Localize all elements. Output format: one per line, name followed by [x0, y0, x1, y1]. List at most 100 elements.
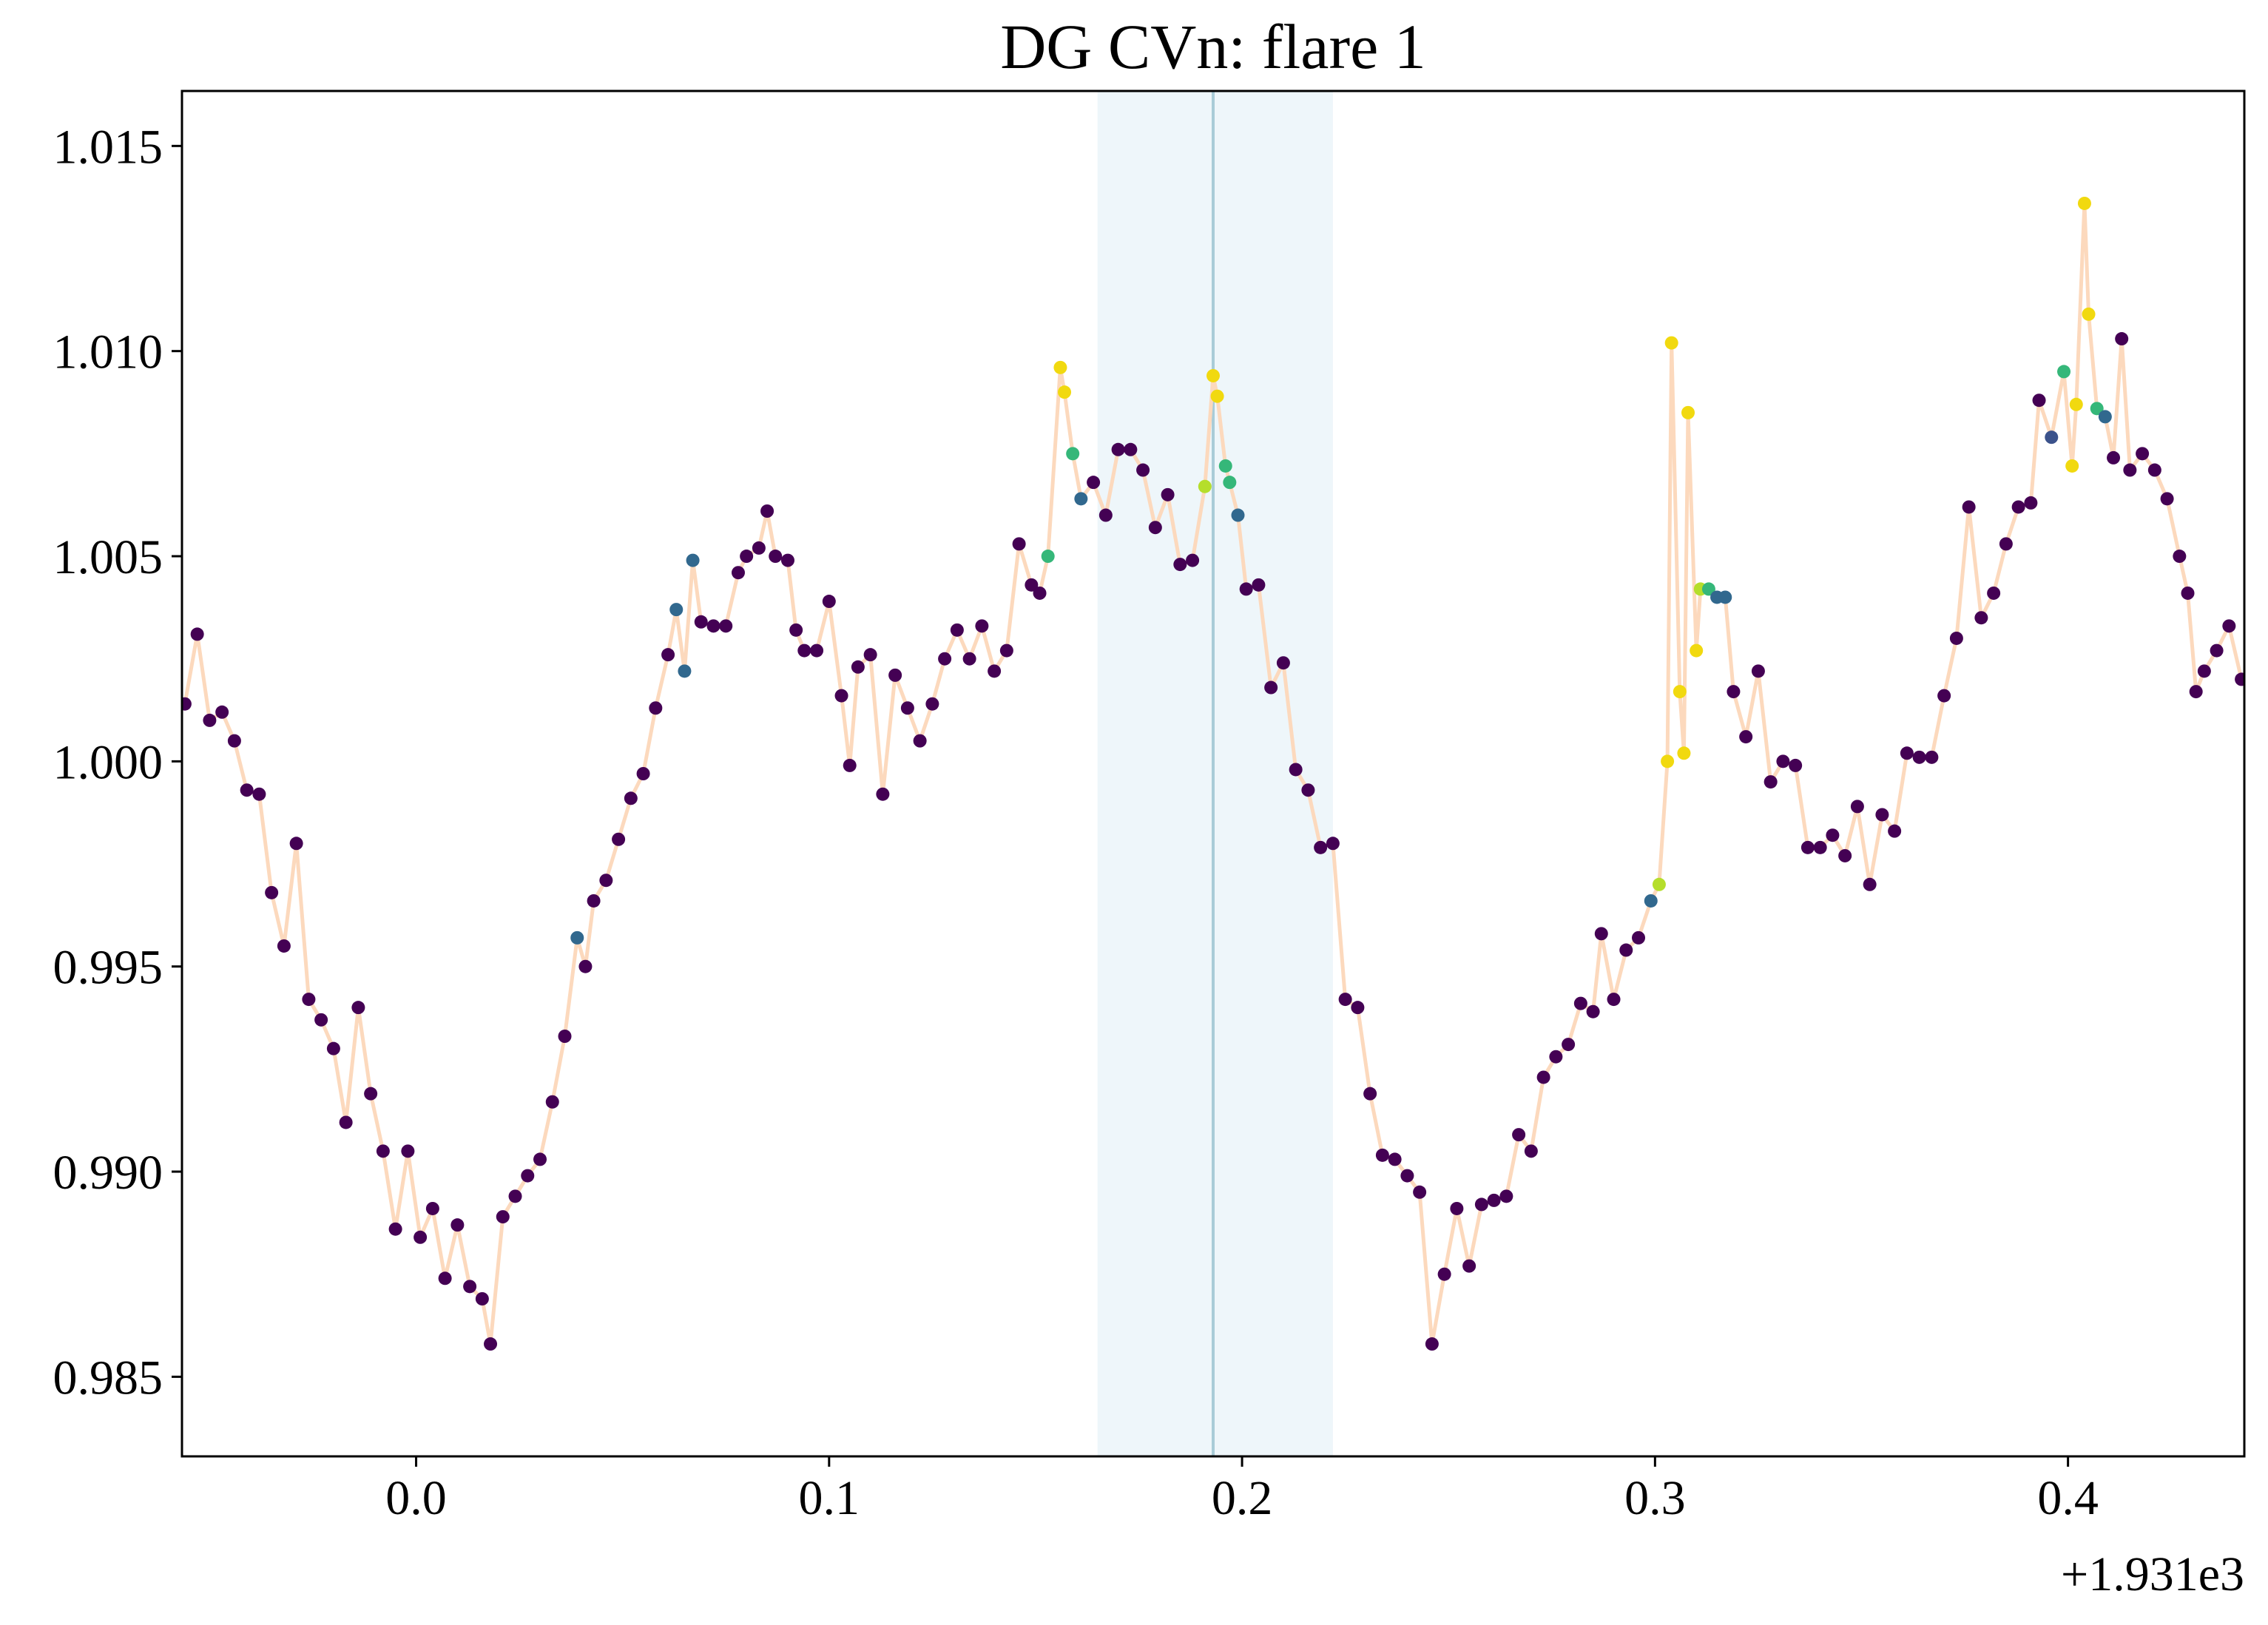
data-point [190, 627, 204, 641]
data-point [2090, 402, 2104, 416]
data-point [1594, 927, 1608, 941]
data-point [1949, 631, 1963, 645]
data-point [1690, 643, 1704, 658]
data-point [1173, 558, 1187, 572]
data-point [1425, 1337, 1439, 1351]
plot-frame [180, 89, 2246, 1458]
data-point [1850, 800, 1864, 814]
data-point [2160, 492, 2174, 506]
data-point [215, 705, 229, 719]
data-point [760, 504, 774, 518]
data-point [1987, 586, 2001, 600]
data-point [1124, 442, 1138, 456]
data-point [1066, 447, 1080, 461]
data-point [810, 643, 824, 658]
data-point [1800, 840, 1815, 854]
data-point [1863, 877, 1877, 891]
data-point [521, 1169, 535, 1183]
data-point [508, 1189, 522, 1203]
data-point [1437, 1267, 1451, 1281]
y-tick-label: 1.015 [53, 120, 163, 174]
data-point [2136, 447, 2150, 461]
data-point [1218, 459, 1232, 473]
data-point [2173, 550, 2187, 564]
data-point [414, 1230, 428, 1244]
data-point [1826, 828, 1840, 842]
data-point [578, 959, 593, 973]
data-point [843, 758, 857, 772]
data-point [1739, 730, 1753, 744]
data-point [1549, 1050, 1563, 1064]
data-point [2065, 459, 2079, 473]
data-point [740, 550, 754, 564]
data-point [1838, 848, 1852, 862]
data-point [1363, 1087, 1377, 1101]
data-point [1186, 553, 1200, 567]
data-point [1661, 754, 1675, 768]
data-point [1673, 685, 1687, 699]
data-point [1400, 1169, 1414, 1183]
data-point [2115, 332, 2129, 346]
data-point [2057, 365, 2071, 379]
data-point [1301, 783, 1315, 797]
data-point [265, 885, 279, 899]
x-offset-label: +1.931e3 [2061, 1547, 2244, 1601]
data-point [496, 1210, 510, 1224]
chart-title: DG CVn: flare 1 [1000, 11, 1426, 82]
data-point [1900, 746, 1914, 760]
data-point [484, 1337, 498, 1351]
data-point [2235, 672, 2244, 686]
data-point [1041, 550, 1055, 564]
data-point [1912, 750, 1926, 764]
data-point [1619, 943, 1633, 957]
data-point [1053, 360, 1067, 374]
data-point [463, 1280, 477, 1294]
y-tick-label: 1.000 [53, 735, 163, 789]
data-point [834, 689, 848, 703]
data-point [1264, 680, 1278, 695]
data-point [1314, 840, 1328, 854]
data-point [2032, 393, 2046, 408]
data-point [1087, 476, 1101, 490]
data-point [351, 1001, 365, 1015]
data-point [925, 697, 939, 711]
data-point [612, 832, 626, 846]
data-point [1718, 590, 1732, 604]
data-point [364, 1087, 378, 1101]
data-point [752, 541, 766, 555]
data-point [545, 1095, 559, 1109]
data-point [1499, 1189, 1513, 1203]
data-point [2147, 463, 2161, 477]
data-point [2045, 430, 2059, 445]
data-point [2123, 463, 2137, 477]
data-point [1058, 385, 1072, 399]
data-point [1074, 492, 1088, 506]
data-point [1033, 586, 1047, 600]
data-point [694, 615, 708, 629]
data-point [438, 1271, 452, 1286]
data-point [1586, 1004, 1600, 1018]
data-point [1776, 754, 1790, 768]
data-point [2011, 500, 2025, 514]
data-point [950, 623, 964, 637]
data-point [1198, 479, 1212, 493]
data-point [1512, 1128, 1526, 1142]
data-point [1223, 476, 1237, 490]
data-point [302, 993, 316, 1007]
data-point [1664, 336, 1678, 350]
data-point [731, 566, 745, 580]
data-point [1025, 578, 1039, 592]
data-point [797, 643, 811, 658]
data-point [863, 648, 877, 662]
y-tick-label: 0.995 [53, 941, 163, 995]
data-point [686, 553, 700, 567]
data-point [1462, 1259, 1476, 1273]
x-tick-label: 0.2 [1212, 1471, 1273, 1525]
data-point [599, 874, 613, 888]
data-point [719, 619, 733, 633]
data-point [1111, 442, 1125, 456]
data-point [203, 713, 217, 727]
data-point [1413, 1185, 1427, 1199]
data-point [1474, 1197, 1488, 1212]
data-point [1450, 1201, 1464, 1215]
